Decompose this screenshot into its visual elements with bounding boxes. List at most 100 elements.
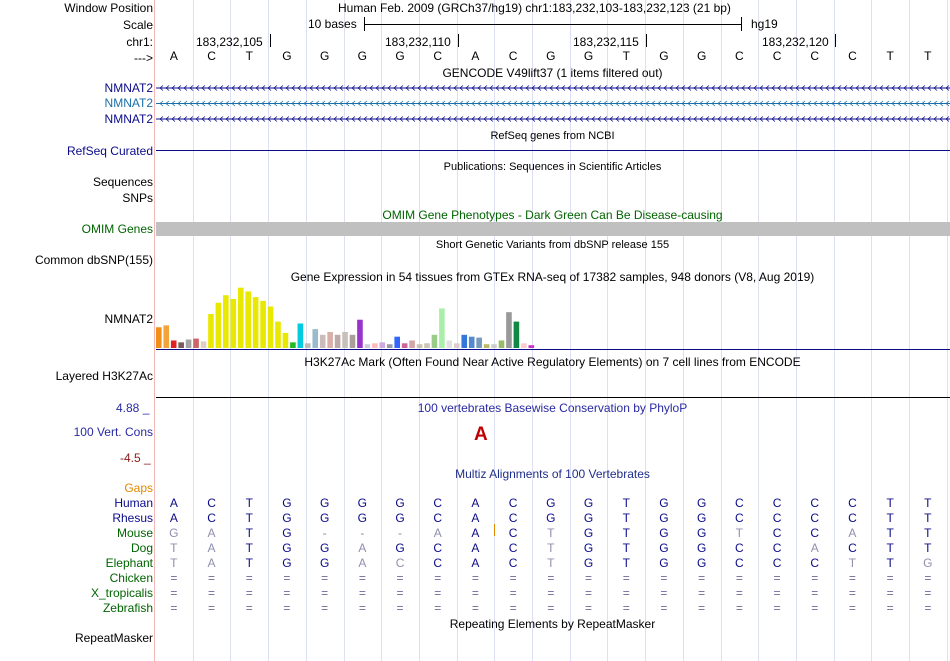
multiz-species-label[interactable]: Human <box>114 496 153 510</box>
multiz-species-label[interactable]: X_tropicalis <box>90 586 153 600</box>
gtex-tissue-bar <box>416 344 423 348</box>
gencode-track-title[interactable]: GENCODE V49lift37 (1 items filtered out) <box>442 66 663 80</box>
omim-feature-bar[interactable] <box>156 222 950 236</box>
multiz-species-label[interactable]: Zebrafish <box>102 601 153 615</box>
transcript-strand-chevrons <box>159 116 950 122</box>
multiz-aligned-base: = <box>585 571 593 585</box>
multiz-aligned-base: T <box>735 526 744 540</box>
gtex-label[interactable]: NMNAT2 <box>104 312 153 326</box>
h3k27ac-label[interactable]: Layered H3K27Ac <box>55 369 153 383</box>
gtex-tissue-bar <box>245 291 251 348</box>
multiz-aligned-base: G <box>546 511 556 525</box>
reference-base: T <box>886 49 894 63</box>
gtex-tissue-bar <box>521 343 527 348</box>
multiz-aligned-base: = <box>660 601 668 615</box>
multiz-aligned-base: G <box>546 496 556 510</box>
gtex-tissue-bar <box>446 340 453 348</box>
multiz-aligned-base: C <box>433 541 443 555</box>
refseq-label[interactable]: RefSeq Curated <box>66 144 153 158</box>
publications-track-title[interactable]: Publications: Sequences in Scientific Ar… <box>443 161 662 173</box>
multiz-aligned-base: T <box>924 511 932 525</box>
multiz-aligned-base: G <box>357 511 368 525</box>
gtex-tissue-bar <box>297 323 304 348</box>
multiz-aligned-base: C <box>735 556 744 570</box>
multiz-aligned-base: G <box>923 556 933 570</box>
multiz-aligned-base: C <box>735 541 744 555</box>
gencode-gene-label[interactable]: NMNAT2 <box>104 112 153 126</box>
multiz-aligned-base: G <box>357 496 368 510</box>
gtex-tissue-bar <box>334 334 341 348</box>
h3k27ac-baseline <box>156 397 950 398</box>
multiz-track-title[interactable]: Multiz Alignments of 100 Vertebrates <box>455 467 650 481</box>
repeatmasker-label[interactable]: RepeatMasker <box>74 631 153 645</box>
multiz-species-label[interactable]: Chicken <box>109 571 153 585</box>
strand-label: ---> <box>134 51 153 65</box>
multiz-aligned-base: T <box>924 526 932 540</box>
multiz-aligned-base: G <box>282 511 292 525</box>
multiz-aligned-base: = <box>924 586 932 600</box>
multiz-species-label[interactable]: Mouse <box>116 526 153 540</box>
multiz-aligned-base: = <box>886 586 894 600</box>
multiz-aligned-base: T <box>170 541 178 555</box>
publications-label[interactable]: Sequences <box>92 175 153 189</box>
multiz-aligned-base: C <box>848 511 857 525</box>
multiz-aligned-base: C <box>848 541 857 555</box>
multiz-aligned-base: = <box>773 571 781 585</box>
multiz-aligned-base: - <box>360 526 365 540</box>
gtex-tissue-bar <box>163 325 170 348</box>
multiz-aligned-base: = <box>886 601 894 615</box>
phylop-label[interactable]: 100 Vert. Cons <box>73 425 153 439</box>
multiz-aligned-base: G <box>659 511 669 525</box>
reference-base: G <box>395 49 405 63</box>
gtex-bar-chart[interactable] <box>156 282 950 350</box>
reference-base: T <box>622 49 630 63</box>
h3k27ac-track-title[interactable]: H3K27Ac Mark (Often Found Near Active Re… <box>304 355 801 369</box>
multiz-aligned-base: = <box>321 586 329 600</box>
gtex-tissue-bar <box>230 298 237 348</box>
multiz-aligned-base: A <box>207 541 216 555</box>
gtex-tissue-bar <box>528 345 535 348</box>
gtex-tissue-bar <box>170 340 177 348</box>
chr-label: chr1: <box>126 35 153 49</box>
multiz-species-label[interactable]: Dog <box>130 541 153 555</box>
multiz-aligned-base: = <box>924 571 932 585</box>
omim-track-title[interactable]: OMIM Gene Phenotypes - Dark Green Can Be… <box>382 208 723 222</box>
phylop-max-value: 4.88 _ <box>116 401 150 415</box>
phylop-track-title[interactable]: 100 vertebrates Basewise Conservation by… <box>417 401 688 415</box>
multiz-aligned-base: = <box>434 601 442 615</box>
gtex-tissue-bar <box>349 334 356 348</box>
multiz-aligned-base: = <box>170 601 178 615</box>
multiz-aligned-base: G <box>583 556 594 570</box>
gencode-transcripts[interactable] <box>156 81 950 125</box>
multiz-aligned-base: T <box>245 541 253 555</box>
gtex-tissue-bar <box>468 336 475 348</box>
multiz-aligned-base: G <box>696 526 707 540</box>
gtex-track-title[interactable]: Gene Expression in 54 tissues from GTEx … <box>290 270 815 284</box>
dbsnp-track-title[interactable]: Short Genetic Variants from dbSNP releas… <box>435 239 670 251</box>
refseq-track-title[interactable]: RefSeq genes from NCBI <box>490 130 615 142</box>
reference-base: A <box>471 49 480 63</box>
phylop-conservation-plot[interactable]: A <box>156 423 950 451</box>
gencode-gene-label[interactable]: NMNAT2 <box>104 96 153 110</box>
multiz-gaps-label[interactable]: Gaps <box>124 481 153 495</box>
multiz-aligned-base: = <box>208 571 216 585</box>
multiz-aligned-base: T <box>622 526 630 540</box>
gtex-tissue-bar <box>386 344 393 348</box>
multiz-aligned-base: T <box>245 511 253 525</box>
coord-tick <box>270 34 271 47</box>
omim-label[interactable]: OMIM Genes <box>81 222 153 236</box>
multiz-species-label[interactable]: Rhesus <box>112 511 153 525</box>
track-label-divider <box>154 0 155 661</box>
reference-base: C <box>810 49 820 63</box>
multiz-aligned-base: = <box>170 586 178 600</box>
dbsnp-label[interactable]: Common dbSNP(155) <box>34 253 153 267</box>
multiz-species-label[interactable]: Elephant <box>105 556 153 570</box>
gtex-tissue-bar <box>282 332 289 348</box>
multiz-aligned-base: - <box>398 526 403 540</box>
publications-label[interactable]: SNPs <box>122 191 153 205</box>
refseq-gene-line[interactable] <box>156 150 950 151</box>
repeatmasker-track-title[interactable]: Repeating Elements by RepeatMasker <box>449 617 656 631</box>
gencode-gene-label[interactable]: NMNAT2 <box>104 81 153 95</box>
gtex-tissue-bar <box>342 331 348 348</box>
multiz-aligned-base: T <box>924 541 932 555</box>
